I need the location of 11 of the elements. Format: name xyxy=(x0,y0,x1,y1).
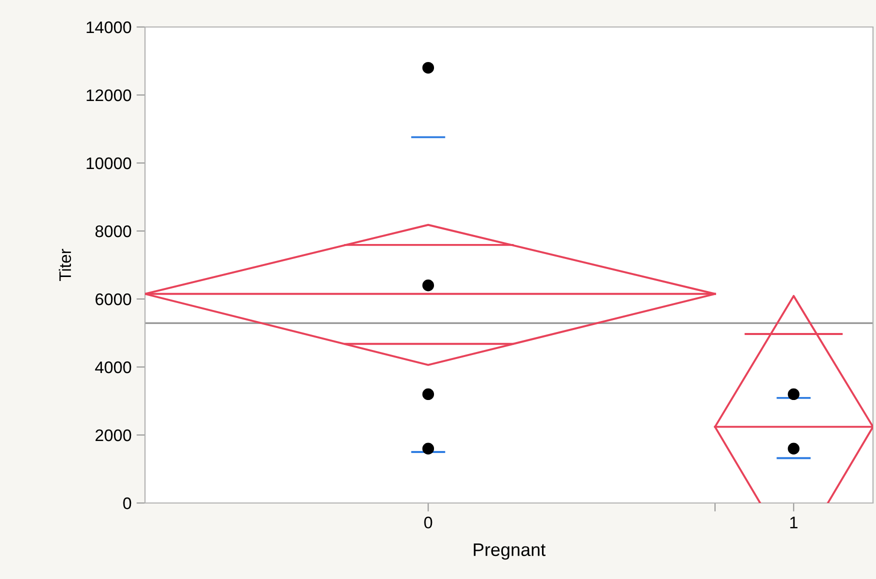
y-tick-label: 12000 xyxy=(86,89,132,102)
y-tick-label: 10000 xyxy=(86,157,132,170)
y-tick-label: 14000 xyxy=(86,21,132,34)
y-tick-label: 6000 xyxy=(96,293,132,306)
x-axis-title: Pregnant xyxy=(474,544,546,560)
y-axis-title: Titer xyxy=(58,248,72,281)
y-tick-label: 8000 xyxy=(95,225,132,238)
x-tick-label: 1 xyxy=(790,516,798,528)
y-tick-label: 0 xyxy=(123,497,132,510)
y-tick-label: 2000 xyxy=(96,429,132,442)
y-tick-label: 4000 xyxy=(95,361,132,374)
